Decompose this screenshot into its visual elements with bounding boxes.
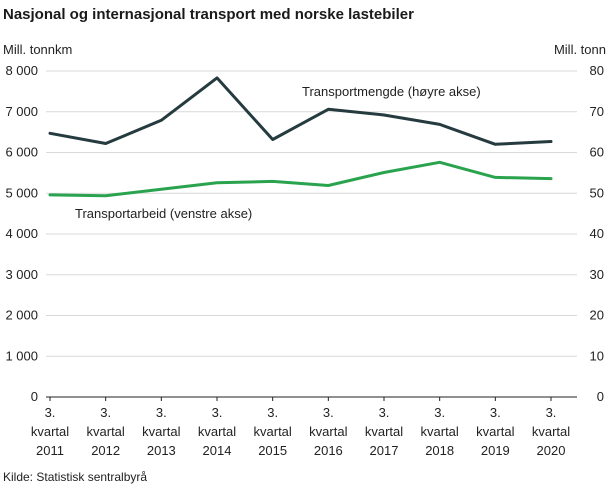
x-tick-label-line: 2016 bbox=[314, 443, 343, 458]
x-tick-label: 3. kvartal 2019 bbox=[476, 405, 514, 458]
x-tick-label-line: kvartal bbox=[254, 424, 292, 439]
x-tick-label-line: 3. bbox=[156, 405, 167, 420]
x-tick-label-line: kvartal bbox=[142, 424, 180, 439]
y-right-tick-label: 20 bbox=[590, 308, 604, 323]
x-tick-label-line: 2015 bbox=[258, 443, 287, 458]
y-right-tick-label: 60 bbox=[590, 145, 604, 160]
series-annotations: Transportmengde (høyre akse) Transportarb… bbox=[75, 84, 481, 221]
y-right-tick-label: 80 bbox=[590, 63, 604, 78]
x-tick-label-line: 2017 bbox=[370, 443, 399, 458]
y-left-tick-label: 0 bbox=[31, 389, 38, 404]
x-tick-label-line: 3. bbox=[45, 405, 56, 420]
chart-title: Nasjonal og internasjonal transport med … bbox=[3, 6, 414, 23]
x-tick-label-line: 3. bbox=[379, 405, 390, 420]
x-tick-label-line: 2013 bbox=[147, 443, 176, 458]
x-tick-label-line: 3. bbox=[100, 405, 111, 420]
y-left-tick-label: 1 000 bbox=[5, 348, 38, 363]
x-tick-label: 3. kvartal 2014 bbox=[198, 405, 236, 458]
x-tick-label-line: 2020 bbox=[537, 443, 566, 458]
x-tick-label: 3. kvartal 2017 bbox=[365, 405, 403, 458]
x-tick-label-line: 3. bbox=[490, 405, 501, 420]
y-left-tick-label: 5 000 bbox=[5, 185, 38, 200]
x-tick-label-line: kvartal bbox=[365, 424, 403, 439]
y-axis-right-label: Mill. tonn bbox=[553, 42, 606, 57]
series-line-left bbox=[48, 160, 553, 198]
x-tick-label: 3. kvartal 2013 bbox=[142, 405, 180, 458]
y-right-tick-label: 10 bbox=[590, 348, 604, 363]
x-tick-label-line: 2012 bbox=[91, 443, 120, 458]
x-tick-label-line: 2019 bbox=[481, 443, 510, 458]
series-lines bbox=[48, 76, 553, 198]
x-tick-label: 3. kvartal 2012 bbox=[87, 405, 125, 458]
y-right-tick-label: 50 bbox=[590, 185, 604, 200]
y-left-tick-label: 7 000 bbox=[5, 104, 38, 119]
gridlines bbox=[46, 70, 577, 357]
y-right-tick-label: 70 bbox=[590, 104, 604, 119]
x-tick-label-line: kvartal bbox=[532, 424, 570, 439]
series-line-right bbox=[48, 76, 553, 146]
y-right-tick-label: 0 bbox=[597, 389, 604, 404]
x-tick-label: 3. kvartal 2018 bbox=[421, 405, 459, 458]
x-tick-label: 3. kvartal 2015 bbox=[254, 405, 292, 458]
x-tick-label: 3. kvartal 2020 bbox=[532, 405, 570, 458]
x-tick-label-line: 2011 bbox=[36, 443, 64, 458]
y-left-tick-label: 8 000 bbox=[5, 63, 38, 78]
y-axis-left-ticks: 0 1 000 2 000 3 000 4 000 5 000 6 000 7 000 8 00… bbox=[5, 63, 38, 404]
y-left-tick-label: 4 000 bbox=[5, 226, 38, 241]
x-tick-label: 3. kvartal 2011 bbox=[31, 405, 69, 458]
x-tick-label-line: 3. bbox=[212, 405, 223, 420]
x-tick-label-line: kvartal bbox=[87, 424, 125, 439]
y-left-tick-label: 3 000 bbox=[5, 267, 38, 282]
series-label-left: Transportarbeid (venstre akse) bbox=[75, 206, 252, 221]
x-tick-label-line: 3. bbox=[323, 405, 334, 420]
x-tick-label-line: kvartal bbox=[31, 424, 69, 439]
source-note: Kilde: Statistisk sentralbyrå bbox=[3, 470, 148, 484]
x-tick-label-line: 3. bbox=[434, 405, 445, 420]
y-left-tick-label: 6 000 bbox=[5, 145, 38, 160]
y-left-tick-label: 2 000 bbox=[5, 308, 38, 323]
x-tick-label: 3. kvartal 2016 bbox=[309, 405, 347, 458]
x-tick-label-line: 3. bbox=[267, 405, 278, 420]
series-label-right: Transportmengde (høyre akse) bbox=[302, 84, 481, 99]
x-tick-label-line: kvartal bbox=[198, 424, 236, 439]
x-axis bbox=[46, 396, 577, 401]
y-right-tick-label: 30 bbox=[590, 267, 604, 282]
x-tick-label-line: 2014 bbox=[203, 443, 232, 458]
x-tick-label-line: kvartal bbox=[476, 424, 514, 439]
x-tick-label-line: kvartal bbox=[309, 424, 347, 439]
y-right-tick-label: 40 bbox=[590, 226, 604, 241]
x-tick-label-line: kvartal bbox=[421, 424, 459, 439]
y-axis-right-ticks: 0 10 20 30 40 50 60 70 80 bbox=[590, 63, 604, 404]
x-tick-label-line: 2018 bbox=[425, 443, 454, 458]
y-axis-left-label: Mill. tonnkm bbox=[3, 42, 73, 57]
x-tick-label-line: 3. bbox=[546, 405, 557, 420]
